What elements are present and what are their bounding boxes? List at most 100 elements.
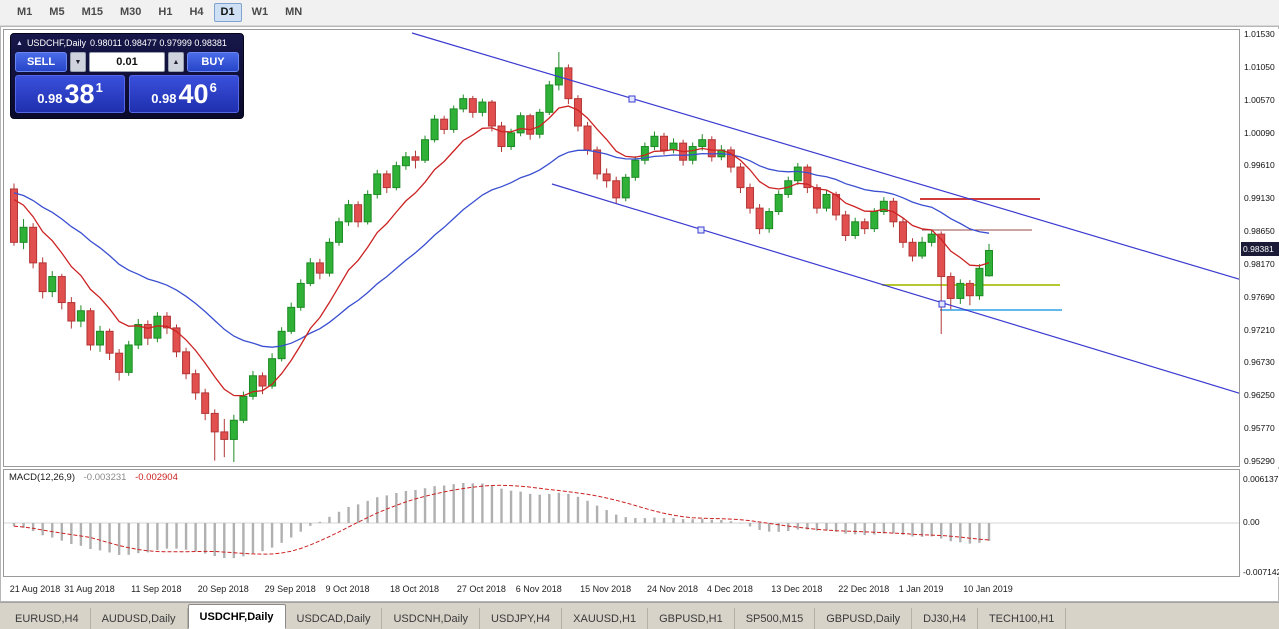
trendline[interactable] — [551, 183, 1240, 394]
chart-tab-gbpusd-h1[interactable]: GBPUSD,H1 — [648, 608, 735, 629]
date-axis[interactable]: 21 Aug 2018 31 Aug 2018 11 Sep 2018 20 Sep … — [3, 579, 1240, 601]
candle-body — [363, 193, 372, 223]
ask-price-big: 40 — [178, 78, 209, 109]
trendline[interactable] — [411, 32, 1240, 280]
candle-body — [153, 315, 162, 339]
candle-body — [822, 193, 831, 209]
chart-tab-tech100-h1[interactable]: TECH100,H1 — [978, 608, 1067, 629]
candle-body — [593, 149, 602, 175]
candle-body — [287, 306, 296, 332]
candle-body — [660, 135, 668, 151]
candle-body — [841, 214, 850, 236]
candle-body — [497, 125, 506, 148]
bid-price-button[interactable]: 0.98 38 1 — [15, 75, 125, 113]
candle-body — [86, 310, 95, 346]
ma-slow-line[interactable] — [13, 149, 990, 348]
timeframe-m30-button[interactable]: M30 — [119, 6, 142, 18]
candle-body — [315, 262, 324, 274]
date-axis-label: 22 Dec 2018 — [838, 584, 890, 594]
price-axis-label: 0.96250 — [1244, 390, 1275, 401]
price-axis-label: 0.97690 — [1244, 291, 1275, 302]
price-chart-svg[interactable] — [4, 30, 1240, 467]
candle-body — [965, 282, 974, 297]
price-axis-label: 0.97210 — [1244, 324, 1275, 335]
candle-body — [927, 233, 936, 243]
date-axis-label: 11 Sep 2018 — [131, 584, 182, 594]
candle-body — [401, 156, 410, 167]
chart-tab-xauusd-h1[interactable]: XAUUSD,H1 — [562, 608, 649, 629]
candle-body — [526, 115, 535, 135]
chart-tab-usdchf-daily[interactable]: USDCHF,Daily — [187, 604, 286, 629]
chart-tab-audusd-daily[interactable]: AUDUSD,Daily — [91, 608, 188, 629]
macd-axis[interactable]: 0.006137 0.00 -0.007142 — [1241, 469, 1279, 577]
timeframe-h4-button[interactable]: H4 — [189, 6, 204, 18]
candle-body — [879, 200, 888, 213]
ask-price-button[interactable]: 0.98 40 6 — [129, 75, 239, 113]
trade-panel-prices: 0.98 38 1 0.98 40 6 — [15, 75, 239, 113]
price-axis[interactable]: 0.98381 1.01530 1.01050 1.00570 1.00090 0.99… — [1241, 29, 1279, 467]
macd-panel[interactable] — [3, 469, 1240, 577]
date-axis-label: 9 Oct 2018 — [325, 584, 370, 594]
date-axis-label: 27 Oct 2018 — [456, 584, 506, 594]
chart-tab-sp500-m15[interactable]: SP500,M15 — [735, 608, 816, 629]
candle-body — [918, 241, 927, 257]
price-axis-label: 1.00570 — [1244, 94, 1275, 105]
candle-body — [67, 302, 76, 322]
bid-price-pip: 1 — [95, 79, 103, 95]
timeframe-h1-button[interactable]: H1 — [158, 6, 173, 18]
bid-price-prefix: 0.98 — [37, 90, 63, 106]
chart-tab-usdjpy-h4[interactable]: USDJPY,H4 — [480, 608, 563, 629]
price-axis-label: 1.01050 — [1244, 61, 1275, 72]
timeframe-w1-button[interactable]: W1 — [251, 6, 269, 18]
candle-body — [650, 135, 659, 148]
trade-panel-controls: SELL ▼ ▲ BUY — [15, 52, 239, 72]
price-chart-panel[interactable]: ▲ USDCHF,Daily 0.98011 0.98477 0.97999 0… — [3, 29, 1240, 467]
candle-body — [201, 392, 210, 414]
date-axis-label: 4 Dec 2018 — [706, 584, 753, 594]
candle-body — [430, 118, 439, 141]
candle-body — [602, 173, 611, 182]
trendline-handle[interactable] — [697, 226, 705, 234]
timeframe-toolbar: M1 M5 M15 M30 H1 H4 D1 W1 MN — [0, 0, 1279, 26]
chart-window: ▲ USDCHF,Daily 0.98011 0.98477 0.97999 0… — [0, 26, 1279, 602]
volume-increase-button[interactable]: ▲ — [168, 52, 184, 72]
collapse-panel-icon[interactable]: ▲ — [16, 39, 23, 47]
timeframe-mn-button[interactable]: MN — [285, 6, 303, 18]
timeframe-m1-button[interactable]: M1 — [17, 6, 33, 18]
volume-input[interactable] — [89, 52, 165, 72]
timeframe-d1-button[interactable]: D1 — [213, 3, 242, 22]
ma-fast-line[interactable] — [13, 105, 990, 397]
candle-body — [19, 226, 28, 243]
candle-body — [812, 187, 821, 209]
date-axis-label: 31 Aug 2018 — [64, 584, 115, 594]
candle-body — [335, 221, 343, 243]
sell-button[interactable]: SELL — [15, 52, 67, 72]
candle-body — [937, 233, 946, 278]
buy-button[interactable]: BUY — [187, 52, 239, 72]
chart-tab-dj30-h4[interactable]: DJ30,H4 — [912, 608, 978, 629]
timeframe-m15-button[interactable]: M15 — [81, 6, 103, 18]
chart-tab-eurusd-h4[interactable]: EURUSD,H4 — [4, 608, 91, 629]
timeframe-m5-button[interactable]: M5 — [49, 6, 65, 18]
macd-indicator-label: MACD(12,26,9) — [9, 472, 75, 483]
volume-decrease-button[interactable]: ▼ — [70, 52, 86, 72]
candle-body — [583, 125, 592, 151]
candle-body — [459, 98, 468, 110]
macd-signal-line — [13, 484, 990, 555]
candle-body — [143, 323, 152, 339]
trade-panel-header: ▲ USDCHF,Daily 0.98011 0.98477 0.97999 0… — [15, 37, 239, 50]
candle-body — [296, 282, 305, 308]
chart-tab-usdcad-daily[interactable]: USDCAD,Daily — [286, 608, 383, 629]
candle-body — [870, 211, 879, 230]
candle-body — [29, 226, 38, 264]
chart-tab-usdcnh-daily[interactable]: USDCNH,Daily — [382, 608, 481, 629]
candle-body — [421, 139, 430, 161]
chart-tab-gbpusd-daily[interactable]: GBPUSD,Daily — [815, 608, 913, 629]
candle-body — [851, 221, 860, 236]
trendline-handle[interactable] — [938, 300, 946, 308]
current-price-badge: 0.98381 — [1241, 242, 1279, 257]
trendline-handle[interactable] — [628, 95, 636, 103]
candle-body — [162, 315, 171, 329]
macd-main-value: -0.003231 — [83, 472, 127, 483]
date-axis-label: 15 Nov 2018 — [580, 584, 632, 594]
